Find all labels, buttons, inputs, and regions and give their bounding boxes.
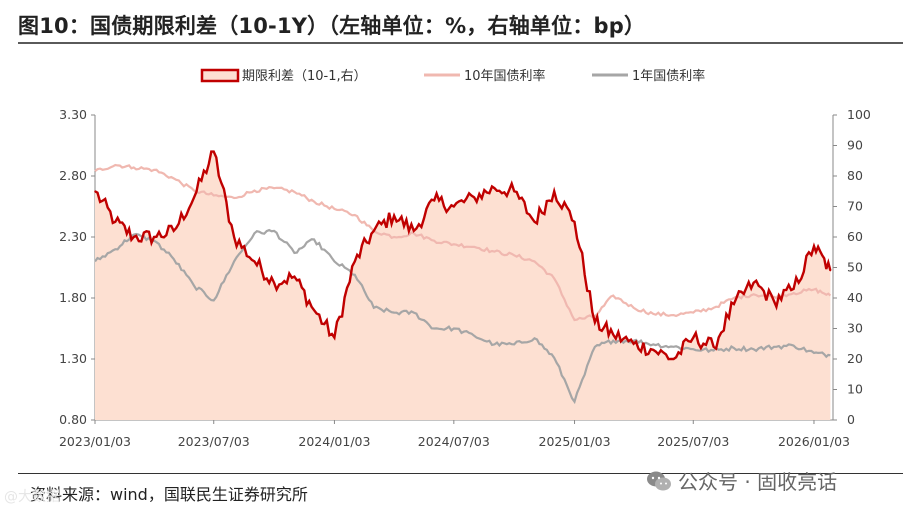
legend-swatch-spread — [200, 68, 240, 83]
legend-label: 期限利差（10-1,右） — [242, 69, 367, 84]
spread-point — [692, 336, 695, 339]
y-right-tick-label: 30 — [847, 321, 863, 336]
spread-point — [293, 275, 296, 278]
spread-point — [773, 300, 775, 302]
spread-point — [153, 236, 155, 238]
y-right-tick-label: 60 — [847, 229, 863, 244]
spread-point — [433, 199, 435, 202]
y-right-tick-label: 20 — [847, 351, 863, 366]
spread-area — [95, 151, 831, 420]
spread-point — [752, 281, 755, 284]
spread-point — [333, 336, 336, 339]
spread-point — [212, 150, 215, 153]
spread-point — [792, 288, 795, 290]
y-left-tick-label: 1.30 — [59, 351, 87, 366]
spread-point — [132, 236, 135, 238]
spread-point — [493, 187, 496, 189]
spread-point — [573, 220, 576, 223]
spread-point — [612, 333, 615, 336]
spread-point — [172, 230, 175, 232]
spread-point — [453, 205, 455, 208]
series-line-1y — [94, 228, 831, 405]
x-tick-label: 2024/07/03 — [418, 434, 490, 449]
page-title: 图10：国债期限利差（10-1Y）（左轴单位：%，右轴单位：bp） — [18, 14, 646, 38]
spread-point — [553, 190, 555, 193]
spread-point — [513, 190, 515, 193]
y-left-tick-label: 3.30 — [59, 107, 87, 122]
spread-point — [813, 245, 815, 247]
watermark-text: 公众号 · 固收亮话 — [678, 470, 838, 494]
y-right-tick-label: 10 — [847, 382, 863, 397]
spread-point — [594, 321, 596, 324]
spread-point — [114, 220, 117, 223]
spread-point — [652, 349, 655, 351]
spread-point — [373, 230, 375, 232]
spread-point — [733, 303, 735, 305]
y-right-tick-label: 100 — [847, 107, 871, 122]
x-tick-label: 2023/01/03 — [59, 434, 131, 449]
legend-label: 1年国债利率 — [632, 68, 705, 84]
spread-point — [313, 309, 315, 312]
source-note: 资料来源：wind，国联民生证券研究所 — [30, 485, 308, 504]
spread-point — [829, 269, 832, 272]
x-tick-label: 2025/01/03 — [539, 434, 611, 449]
spread-point — [712, 346, 715, 348]
spread-point — [533, 220, 536, 223]
x-tick-label: 2023/07/03 — [178, 434, 250, 449]
spread-point — [632, 342, 635, 345]
spread-point — [393, 214, 395, 217]
spread-point — [253, 260, 256, 263]
spread-point — [273, 281, 275, 284]
legend-label: 10年国债利率 — [464, 68, 546, 84]
corner-watermark: @大数据 — [4, 489, 60, 505]
y-right-tick-label: 80 — [847, 168, 863, 183]
x-tick-label: 2025/07/03 — [657, 434, 729, 449]
chart-plot-area — [94, 150, 832, 420]
spread-point — [672, 358, 675, 360]
y-right-tick-label: 40 — [847, 290, 863, 305]
spread-point — [473, 196, 475, 199]
y-right-tick-label: 0 — [847, 412, 855, 427]
spread-point — [353, 260, 356, 263]
spread-point — [94, 190, 96, 193]
y-left-tick-label: 0.80 — [59, 412, 87, 427]
spread-point — [193, 196, 195, 199]
chart-axes: 0.80 1.30 1.80 2.30 2.80 3.30 0 10 20 30 40 50 60 70 8… — [59, 107, 871, 449]
spread-point — [233, 236, 235, 238]
y-left-tick-label: 2.80 — [59, 168, 87, 183]
x-tick-label: 2024/01/03 — [298, 434, 370, 449]
watermark: 公众号 · 固收亮话 — [646, 466, 837, 495]
title-divider — [18, 42, 903, 44]
wechat-icon — [647, 471, 671, 490]
x-tick-label: 2026/01/03 — [778, 434, 850, 449]
footer-divider — [18, 473, 903, 474]
spread-point — [413, 230, 415, 232]
series-line-spread — [94, 150, 832, 361]
spread-chart: 期限利差（10-1,右） 10年国债利率 1年国债利率 0.80 1.30 1.80 2.… — [59, 68, 871, 449]
series-line-10y — [94, 163, 832, 322]
chart-legend: 期限利差（10-1,右） 10年国债利率 1年国债利率 — [200, 68, 705, 84]
y-left-tick-label: 2.30 — [59, 229, 87, 244]
y-left-tick-label: 1.80 — [59, 290, 87, 305]
y-right-tick-label: 70 — [847, 199, 863, 214]
y-right-tick-label: 90 — [847, 138, 863, 153]
y-right-tick-label: 50 — [847, 260, 863, 275]
